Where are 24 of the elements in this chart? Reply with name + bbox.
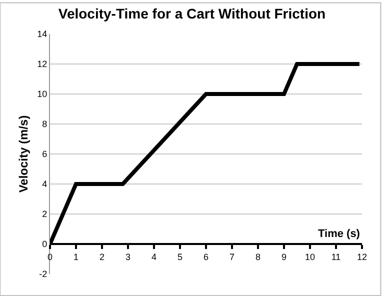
y-tick-label: 8 xyxy=(42,119,48,130)
x-tick-label: 8 xyxy=(255,252,261,262)
y-tick-label: 0 xyxy=(42,239,48,250)
x-tick-label: 4 xyxy=(151,252,157,262)
x-tick-label: 6 xyxy=(203,252,209,262)
x-tick-label: 9 xyxy=(281,252,287,262)
y-tick-label: 2 xyxy=(42,209,48,220)
x-tick-label: 11 xyxy=(331,252,341,262)
y-tick-label: 10 xyxy=(37,89,48,100)
x-tick-label: 7 xyxy=(229,252,235,262)
chart-title: Velocity-Time for a Cart Without Friction xyxy=(58,6,326,22)
x-tick-label: 10 xyxy=(304,252,316,262)
x-tick-label: 1 xyxy=(73,252,79,262)
x-tick-label: 3 xyxy=(125,252,131,262)
x-tick-label: 2 xyxy=(99,252,105,262)
y-tick-label: 4 xyxy=(42,179,48,190)
y-tick-label: 6 xyxy=(42,149,48,160)
x-axis-title: Time (s) xyxy=(318,228,360,240)
y-axis-title: Velocity (m/s) xyxy=(16,115,30,193)
y-tick-label: 14 xyxy=(37,29,48,40)
y-tick-label: -2 xyxy=(39,269,48,280)
x-tick-label: 5 xyxy=(177,252,183,262)
x-tick-label: 12 xyxy=(356,252,368,262)
y-tick-label: 12 xyxy=(37,59,48,70)
